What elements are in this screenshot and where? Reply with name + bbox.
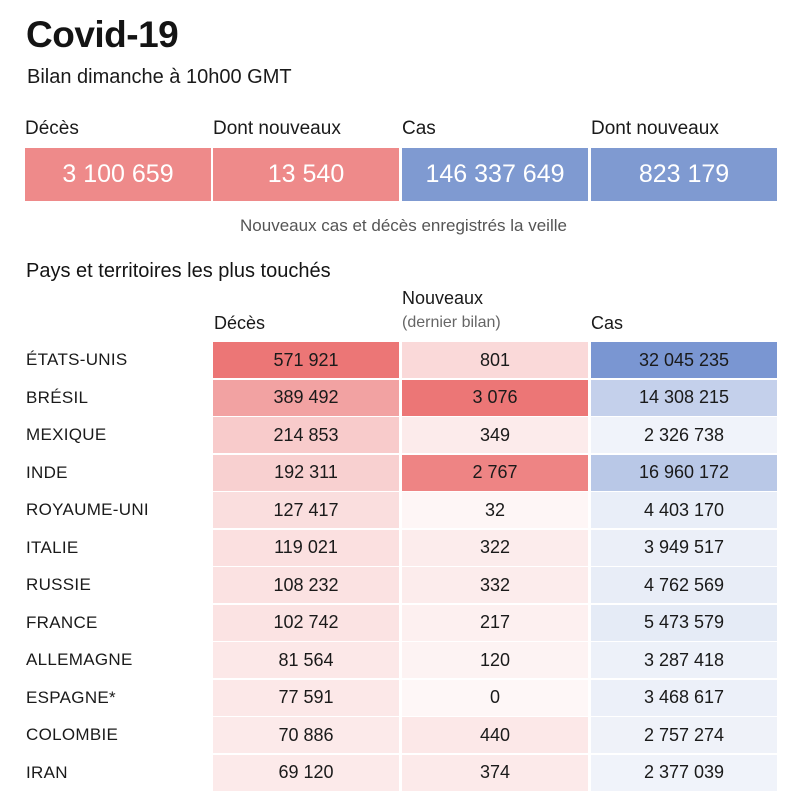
cell-new: 349	[402, 417, 588, 453]
cell-deaths: 214 853	[213, 417, 399, 453]
country-label: COLOMBIE	[26, 725, 119, 744]
cell-deaths: 77 591	[213, 679, 399, 716]
cell-deaths: 127 417	[213, 492, 399, 528]
cell-new: 217	[402, 604, 588, 641]
country-label: MEXIQUE	[26, 425, 107, 444]
cell-deaths: 81 564	[213, 642, 399, 678]
cell-cases: 2 757 274	[591, 717, 777, 753]
section-title: Pays et territoires les plus touchés	[26, 260, 331, 282]
cell-deaths: 571 921	[213, 342, 399, 378]
cell-cases: 2 326 738	[591, 417, 777, 453]
cell-new: 374	[402, 754, 588, 791]
cell-cases: 4 403 170	[591, 492, 777, 528]
cell-deaths: 102 742	[213, 604, 399, 641]
cell-new: 32	[402, 492, 588, 528]
column-header-new-sub: (dernier bilan)	[402, 314, 501, 331]
cell-deaths: 70 886	[213, 717, 399, 753]
country-label: RUSSIE	[26, 575, 92, 594]
cell-cases: 3 287 418	[591, 642, 777, 678]
column-header-deaths: Décès	[214, 313, 266, 333]
country-label: ESPAGNE*	[26, 687, 116, 707]
cell-new: 440	[402, 717, 588, 753]
country-label: ITALIE	[26, 537, 79, 557]
cell-cases: 16 960 172	[591, 454, 777, 491]
cell-deaths: 192 311	[213, 454, 399, 491]
cell-cases: 2 377 039	[591, 754, 777, 791]
cell-deaths: 389 492	[213, 379, 399, 416]
cell-new: 332	[402, 567, 588, 603]
cell-cases: 3 468 617	[591, 679, 777, 716]
cell-cases: 3 949 517	[591, 529, 777, 566]
cell-cases: 14 308 215	[591, 379, 777, 416]
cell-cases: 5 473 579	[591, 604, 777, 641]
country-label: ALLEMAGNE	[26, 650, 133, 669]
summary-label-2: Cas	[402, 118, 436, 139]
summary-value-1: 13 540	[213, 148, 399, 201]
page-subtitle: Bilan dimanche à 10h00 GMT	[27, 66, 292, 88]
country-label: FRANCE	[26, 612, 98, 632]
cell-deaths: 108 232	[213, 567, 399, 603]
cell-deaths: 119 021	[213, 529, 399, 566]
country-label: ROYAUME-UNI	[26, 500, 149, 519]
country-label: ÉTATS-UNIS	[26, 350, 128, 369]
summary-note: Nouveaux cas et décès enregistrés la vei…	[240, 216, 567, 235]
column-header-new: Nouveaux	[402, 288, 484, 308]
cell-new: 0	[402, 679, 588, 716]
country-label: IRAN	[26, 762, 68, 782]
cell-new: 322	[402, 529, 588, 566]
cell-new: 2 767	[402, 454, 588, 491]
cell-new: 3 076	[402, 379, 588, 416]
country-label: INDE	[26, 462, 68, 482]
cell-new: 120	[402, 642, 588, 678]
column-header-cases: Cas	[591, 313, 624, 333]
cell-new: 801	[402, 342, 588, 378]
summary-value-0: 3 100 659	[25, 148, 211, 201]
page-title: Covid-19	[26, 14, 179, 55]
cell-cases: 32 045 235	[591, 342, 777, 378]
summary-label-1: Dont nouveaux	[213, 118, 341, 139]
cell-cases: 4 762 569	[591, 567, 777, 603]
summary-value-2: 146 337 649	[402, 148, 588, 201]
summary-label-0: Décès	[25, 118, 79, 139]
cell-deaths: 69 120	[213, 754, 399, 791]
summary-value-3: 823 179	[591, 148, 777, 201]
country-label: BRÉSIL	[26, 387, 89, 407]
summary-label-3: Dont nouveaux	[591, 118, 719, 139]
